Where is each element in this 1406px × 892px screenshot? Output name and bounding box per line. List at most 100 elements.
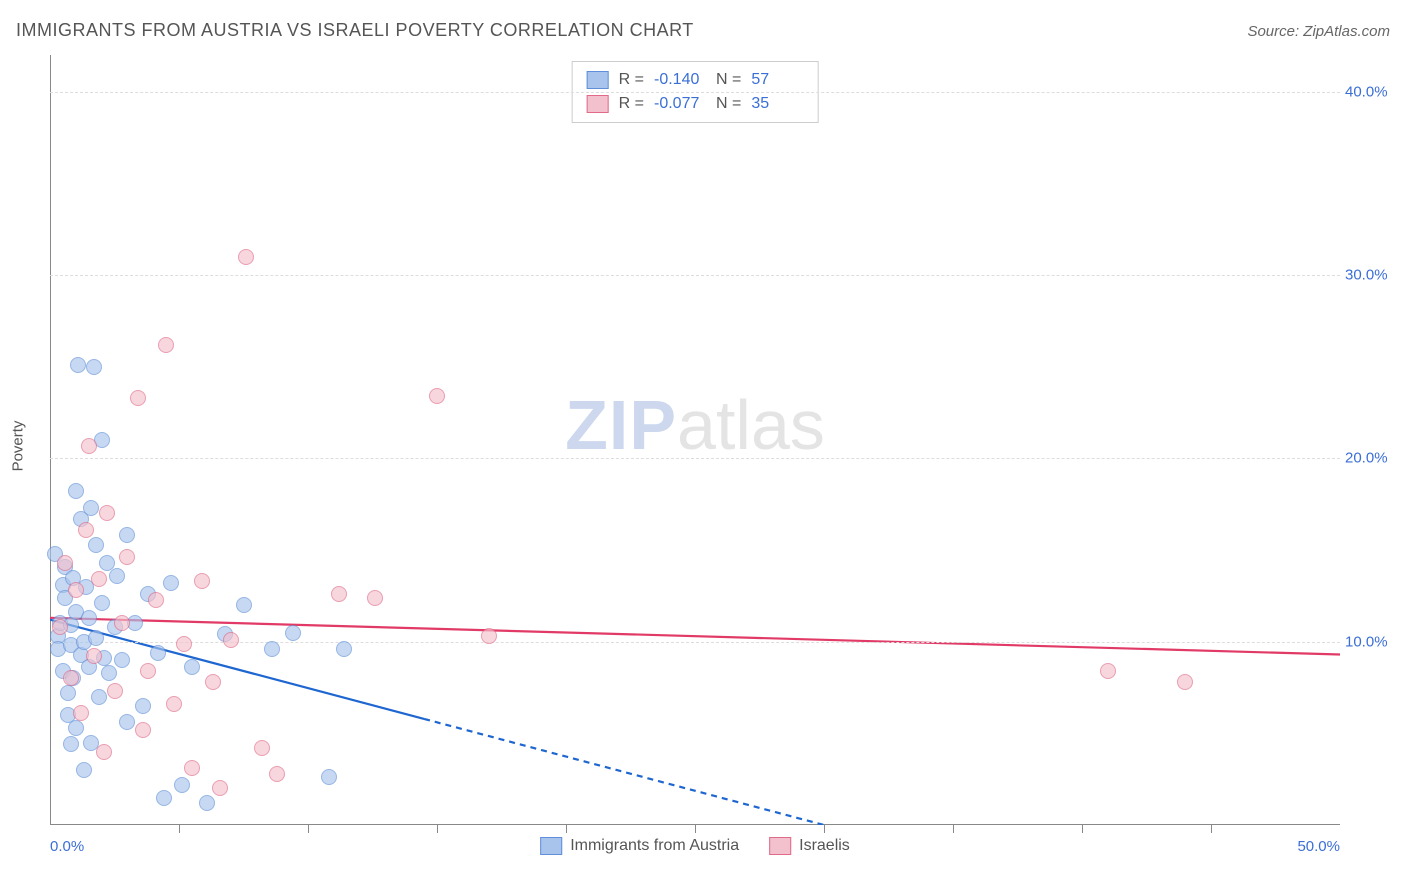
data-point-israelis [96, 744, 112, 760]
data-point-austria [114, 652, 130, 668]
data-point-israelis [148, 592, 164, 608]
x-tick [179, 825, 180, 833]
data-point-israelis [119, 549, 135, 565]
data-point-austria [94, 595, 110, 611]
data-point-austria [163, 575, 179, 591]
data-point-austria [336, 641, 352, 657]
data-point-austria [88, 537, 104, 553]
data-point-austria [285, 625, 301, 641]
r-label: R = [619, 68, 644, 92]
data-point-austria [81, 610, 97, 626]
swatch-austria [587, 71, 609, 89]
x-tick-label: 0.0% [50, 838, 84, 855]
data-point-austria [135, 698, 151, 714]
y-tick-label: 30.0% [1345, 267, 1400, 284]
data-point-israelis [194, 573, 210, 589]
data-point-israelis [429, 388, 445, 404]
data-point-israelis [57, 555, 73, 571]
legend-label: Israelis [799, 837, 850, 855]
data-point-israelis [63, 670, 79, 686]
data-point-israelis [184, 760, 200, 776]
gridline [50, 458, 1340, 459]
x-tick [824, 825, 825, 833]
data-point-austria [156, 790, 172, 806]
data-point-israelis [86, 648, 102, 664]
data-point-israelis [68, 582, 84, 598]
data-point-israelis [212, 780, 228, 796]
gridline [50, 92, 1340, 93]
data-point-israelis [73, 705, 89, 721]
data-point-austria [184, 659, 200, 675]
x-tick [1082, 825, 1083, 833]
swatch-israelis [587, 95, 609, 113]
data-point-israelis [91, 571, 107, 587]
data-point-israelis [481, 628, 497, 644]
x-tick [695, 825, 696, 833]
r-label: R = [619, 92, 644, 116]
data-point-israelis [114, 615, 130, 631]
y-tick-label: 40.0% [1345, 83, 1400, 100]
data-point-israelis [238, 249, 254, 265]
x-tick-label: 50.0% [1297, 838, 1340, 855]
data-point-austria [68, 720, 84, 736]
data-point-israelis [140, 663, 156, 679]
data-point-israelis [52, 619, 68, 635]
n-value: 57 [751, 68, 803, 92]
data-point-austria [83, 500, 99, 516]
stats-row-austria: R = -0.140 N = 57 [587, 68, 804, 92]
data-point-israelis [81, 438, 97, 454]
y-tick-label: 20.0% [1345, 450, 1400, 467]
data-point-israelis [269, 766, 285, 782]
chart-header: IMMIGRANTS FROM AUSTRIA VS ISRAELI POVER… [16, 20, 1390, 41]
data-point-israelis [99, 505, 115, 521]
data-point-israelis [78, 522, 94, 538]
gridline [50, 642, 1340, 643]
data-point-israelis [166, 696, 182, 712]
swatch-austria [540, 837, 562, 855]
data-point-israelis [1100, 663, 1116, 679]
plot-area: ZIPatlas R =-0.140N =57R =-0.077N =35 Im… [50, 55, 1340, 825]
data-point-austria [88, 630, 104, 646]
chart-title: IMMIGRANTS FROM AUSTRIA VS ISRAELI POVER… [16, 20, 694, 41]
data-point-israelis [158, 337, 174, 353]
swatch-israelis [769, 837, 791, 855]
n-label: N = [716, 68, 741, 92]
plot-frame [50, 55, 1340, 825]
data-point-austria [60, 685, 76, 701]
data-point-austria [63, 736, 79, 752]
x-tick [308, 825, 309, 833]
y-axis-title: Poverty [10, 421, 27, 472]
legend-item-austria: Immigrants from Austria [540, 837, 739, 855]
r-value: -0.140 [654, 68, 706, 92]
x-tick [953, 825, 954, 833]
data-point-austria [86, 359, 102, 375]
data-point-israelis [107, 683, 123, 699]
data-point-austria [70, 357, 86, 373]
r-value: -0.077 [654, 92, 706, 116]
data-point-austria [236, 597, 252, 613]
data-point-israelis [130, 390, 146, 406]
stats-row-israelis: R =-0.077N =35 [587, 92, 804, 116]
x-tick [1211, 825, 1212, 833]
x-tick [566, 825, 567, 833]
data-point-austria [264, 641, 280, 657]
data-point-israelis [367, 590, 383, 606]
data-point-austria [76, 762, 92, 778]
legend-item-israelis: Israelis [769, 837, 850, 855]
legend-label: Immigrants from Austria [570, 837, 739, 855]
gridline [50, 275, 1340, 276]
data-point-austria [150, 645, 166, 661]
data-point-austria [68, 483, 84, 499]
data-point-israelis [205, 674, 221, 690]
data-point-austria [321, 769, 337, 785]
data-point-israelis [135, 722, 151, 738]
data-point-austria [109, 568, 125, 584]
data-point-israelis [331, 586, 347, 602]
data-point-israelis [176, 636, 192, 652]
data-point-austria [101, 665, 117, 681]
data-point-austria [174, 777, 190, 793]
data-point-israelis [254, 740, 270, 756]
x-tick [437, 825, 438, 833]
data-point-israelis [223, 632, 239, 648]
source-credit: Source: ZipAtlas.com [1247, 23, 1390, 40]
